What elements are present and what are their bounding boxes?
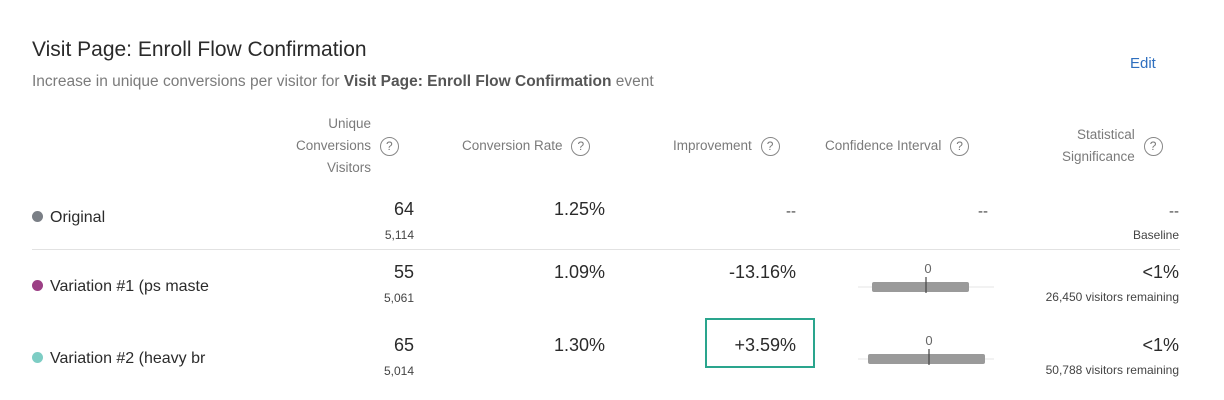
help-icon[interactable]: ? — [571, 136, 591, 156]
column-header-conversion-rate: Conversion Rate ? — [462, 135, 591, 157]
confidence-interval-bar: 0 — [858, 333, 994, 365]
conversion-rate-value: 1.09% — [553, 262, 605, 282]
help-icon[interactable]: ? — [950, 136, 970, 156]
metric-subtitle: Increase in unique conversions per visit… — [32, 73, 654, 91]
subtitle-suffix: event — [615, 73, 654, 90]
ci-range — [868, 354, 985, 364]
variation-name-original: Original — [32, 209, 227, 227]
variation-name-1: Variation #1 (ps maste — [32, 278, 227, 296]
confidence-interval-bar: 0 — [858, 261, 994, 293]
subtitle-prefix: Increase in unique conversions per visit… — [32, 73, 340, 90]
variation-color-dot — [32, 280, 43, 291]
variation-color-dot — [32, 352, 43, 363]
improvement-value: -- — [786, 203, 796, 220]
conversions-value: 55 — [393, 262, 414, 282]
improvement-value: +3.59% — [734, 335, 796, 355]
conversions-value: 65 — [393, 335, 414, 355]
ci-zero-label: 0 — [925, 333, 932, 348]
improvement-value: -13.16% — [728, 262, 796, 282]
variation-name-2: Variation #2 (heavy br — [32, 350, 227, 368]
conversion-rate-value: 1.25% — [553, 199, 605, 219]
column-header-confidence-interval: Confidence Interval ? — [825, 135, 970, 157]
help-icon[interactable]: ? — [379, 136, 399, 156]
visitors-value: 5,014 — [383, 364, 414, 378]
column-header-significance: Statistical Significance ? — [1062, 124, 1163, 168]
column-header-improvement: Improvement ? — [673, 135, 780, 157]
visitors-value: 5,114 — [384, 228, 414, 242]
subtitle-event-name: Visit Page: Enroll Flow Confirmation — [343, 73, 612, 90]
significance-note: Baseline — [1132, 228, 1179, 242]
significance-note: 26,450 visitors remaining — [1045, 290, 1179, 304]
improvement-highlight-box — [705, 318, 815, 368]
conversions-value: 64 — [393, 199, 414, 219]
ci-range — [872, 282, 969, 292]
significance-value: <1% — [1142, 262, 1179, 282]
edit-link[interactable]: Edit — [1130, 55, 1156, 72]
conversion-rate-value: 1.30% — [553, 335, 605, 355]
confidence-interval-value: -- — [978, 203, 988, 220]
metric-title: Visit Page: Enroll Flow Confirmation — [32, 38, 367, 61]
help-icon[interactable]: ? — [760, 136, 780, 156]
column-header-conversions: Unique Conversions Visitors ? — [296, 113, 399, 179]
significance-note: 50,788 visitors remaining — [1045, 363, 1179, 377]
help-icon[interactable]: ? — [1143, 136, 1163, 156]
visitors-value: 5,061 — [383, 291, 414, 305]
row-divider — [32, 249, 1180, 250]
significance-value: -- — [1169, 203, 1179, 220]
ci-zero-label: 0 — [924, 261, 931, 276]
variation-color-dot — [32, 211, 43, 222]
significance-value: <1% — [1142, 335, 1179, 355]
